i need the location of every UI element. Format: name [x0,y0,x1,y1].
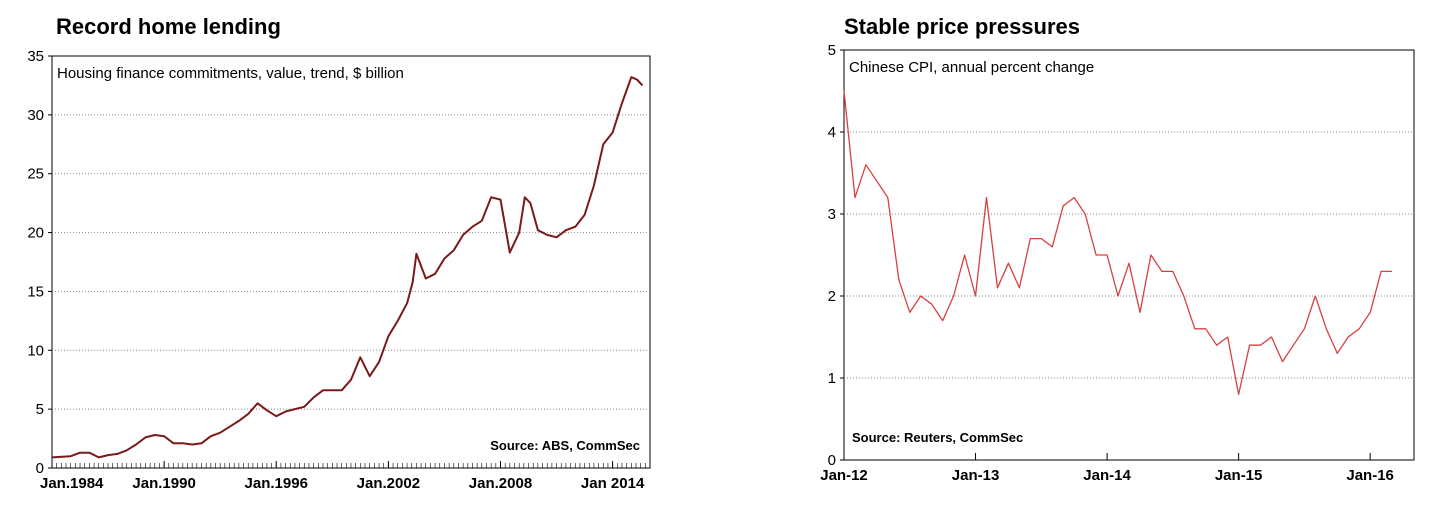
y-tick-label: 0 [36,460,44,477]
chart-title: Record home lending [56,14,281,39]
chart-subtitle: Chinese CPI, annual percent change [849,59,1094,76]
chart-subtitle: Housing finance commitments, value, tren… [57,65,404,82]
x-tick-label: Jan.1984 [40,475,104,492]
y-tick-label: 0 [828,452,836,469]
y-tick-label: 5 [828,42,836,59]
y-tick-label: 4 [828,124,836,141]
x-tick-label: Jan-12 [820,467,868,484]
y-tick-label: 3 [828,206,836,223]
y-tick-label: 35 [27,48,44,65]
x-tick-label: Jan 2014 [581,475,645,492]
chart-panel-home-lending: Record home lending 0 5 10 15 20 25 30 35 Jan.19… [27,14,651,492]
y-tick-label: 2 [828,288,836,305]
x-tick-label: Jan-15 [1215,467,1263,484]
x-tick-label: Jan.1990 [132,475,195,492]
y-tick-label: 5 [36,401,44,418]
x-tick-label: Jan-16 [1346,467,1394,484]
y-tick-label: 10 [27,342,44,359]
plot-area [843,49,1415,461]
chart-title: Stable price pressures [844,14,1081,39]
y-tick-label: 1 [828,370,836,387]
series-line [843,90,1393,396]
x-tick-label: Jan-13 [952,467,1000,484]
x-tick-label: Jan.2002 [357,475,420,492]
y-tick-label: 15 [27,283,44,300]
chinese-cpi-chart: 0 1 2 3 4 5 Jan-12 Jan-13 Jan-14 Jan-15 Jan-16 Chin… [820,42,1415,484]
series-line [51,76,644,459]
chart-panel-chinese-cpi: Stable price pressures 0 1 2 3 4 5 Jan-12 Jan-1… [760,0,1440,511]
y-tick-label: 30 [27,107,44,124]
home-lending-chart: 0 5 10 15 20 25 30 35 Jan.1984 Jan.1990 Jan.1996 Ja… [27,48,651,492]
x-tick-label: Jan-14 [1083,467,1131,484]
plot-area [51,55,651,469]
y-tick-label: 20 [27,225,44,242]
chart-source: Source: Reuters, CommSec [852,430,1023,445]
y-tick-label: 25 [27,166,44,183]
x-tick-label: Jan.1996 [245,475,308,492]
x-tick-label: Jan.2008 [469,475,532,492]
chart-source: Source: ABS, CommSec [490,438,640,453]
